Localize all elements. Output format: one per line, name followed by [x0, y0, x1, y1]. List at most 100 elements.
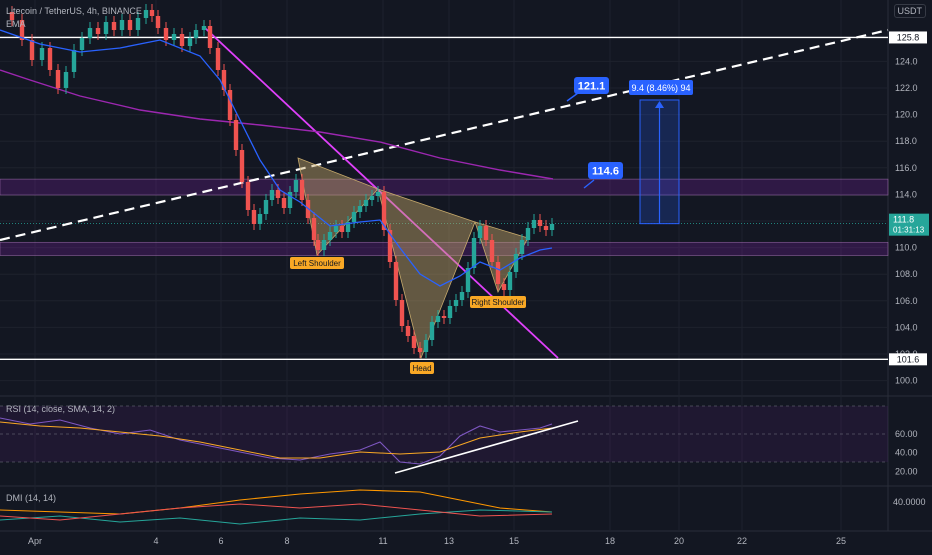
candle-body [127, 20, 133, 30]
head-triangle [377, 188, 476, 360]
symbol-title: Litecoin / TetherUS, 4h, BINANCE [6, 6, 142, 16]
price-tick: 124.0 [895, 56, 918, 66]
candle-body [281, 198, 287, 208]
price-tick: 106.0 [895, 296, 918, 306]
candle-body [315, 240, 321, 250]
candle-body [405, 326, 411, 336]
candle-body [537, 220, 543, 226]
price-tick: 114.0 [895, 189, 917, 199]
rsi-tick: 20.00 [895, 466, 918, 476]
dmi-label[interactable]: DMI (14, 14) [6, 493, 57, 503]
candle-body [489, 240, 495, 262]
candle-body [71, 50, 77, 72]
dmi-adx-line [0, 489, 553, 515]
supply-zone [0, 178, 889, 196]
time-tick: 22 [737, 536, 747, 546]
target-2-badge [588, 162, 623, 179]
head-label: Head [412, 364, 431, 373]
candle-body [287, 192, 293, 208]
resistance-price-tag: 125.8 [897, 32, 920, 42]
measure-arrow-head [655, 100, 664, 108]
candle-body [507, 272, 513, 290]
target-2-text: 114.6 [592, 166, 619, 178]
candle-body [393, 262, 399, 300]
candle-body [95, 28, 101, 34]
candle-body [351, 212, 357, 222]
ema-slow-line [0, 69, 554, 180]
candle-body [543, 226, 549, 230]
head-label-bg [410, 362, 434, 374]
price-tick: 110.0 [895, 243, 917, 253]
candle-body [339, 226, 345, 232]
dmi-minus-line [0, 503, 553, 521]
candle-body [311, 218, 317, 240]
candle-body [187, 38, 193, 46]
right-shoulder-label: Right Shoulder [472, 298, 525, 307]
target-2-pointer [583, 179, 595, 189]
candle-body [399, 300, 405, 326]
ema-fast-line [0, 29, 553, 287]
rising-trendline [0, 28, 889, 242]
support-price-tag: 101.6 [897, 354, 920, 364]
currency-badge[interactable]: USDT [893, 4, 926, 18]
candle-body [263, 200, 269, 214]
candle-body [9, 12, 15, 20]
candle-body [453, 300, 459, 306]
ema-indicator-label[interactable]: EMA [6, 19, 26, 29]
candle-body [387, 230, 393, 262]
price-tick: 108.0 [895, 269, 918, 279]
candle-body [465, 268, 471, 292]
measure-text: 9.4 (8.46%) 94 [631, 83, 690, 93]
time-tick: 25 [836, 536, 846, 546]
rsi-tick: 40.00 [895, 448, 918, 458]
current-price-tag: 111.8 [893, 215, 914, 225]
candle-body [251, 210, 257, 224]
candle-body [471, 238, 477, 268]
candle-body [221, 70, 227, 90]
time-tick: 4 [153, 536, 158, 546]
left-shoulder-label: Left Shoulder [293, 259, 341, 268]
candle-body [363, 200, 369, 206]
rsi-tick: 60.00 [895, 429, 918, 439]
candle-body [215, 48, 221, 70]
candle-body [357, 206, 363, 212]
candle-body [19, 20, 25, 40]
candle-body [275, 190, 281, 198]
candle-body [207, 26, 213, 48]
candle-body [525, 228, 531, 240]
candle-body [103, 22, 109, 34]
left-shoulder-label-bg [290, 257, 344, 269]
candle-body [55, 70, 61, 88]
time-tick: Apr [28, 536, 42, 546]
candle-body [369, 196, 375, 200]
candle-body [63, 72, 69, 88]
price-tick: 120.0 [895, 110, 918, 120]
candle-body [149, 10, 155, 16]
candle-body [79, 38, 85, 50]
candle-body [135, 18, 141, 30]
candle-body [417, 348, 423, 352]
candle-body [483, 226, 489, 240]
candle-body [411, 336, 417, 348]
candle-body [233, 120, 239, 150]
candle-body [179, 34, 185, 46]
candle-body [429, 322, 435, 340]
resistance-price-tag-bg [889, 31, 927, 44]
candle-body [47, 48, 53, 70]
candle-body [143, 10, 149, 18]
candle-body [119, 20, 125, 30]
candle-body [171, 34, 177, 40]
time-tick: 15 [509, 536, 519, 546]
time-tick: 8 [284, 536, 289, 546]
dmi-tick: 40.0000 [893, 497, 926, 507]
candle-body [477, 226, 483, 238]
candle-body [513, 254, 519, 272]
rsi-label[interactable]: RSI (14, close, SMA, 14, 2) [6, 404, 116, 414]
candle-body [501, 284, 507, 290]
target-1-badge [574, 77, 609, 94]
rsi-ma-line [0, 421, 553, 459]
target-1-pointer [566, 92, 579, 102]
dmi-plus-line [0, 509, 553, 525]
